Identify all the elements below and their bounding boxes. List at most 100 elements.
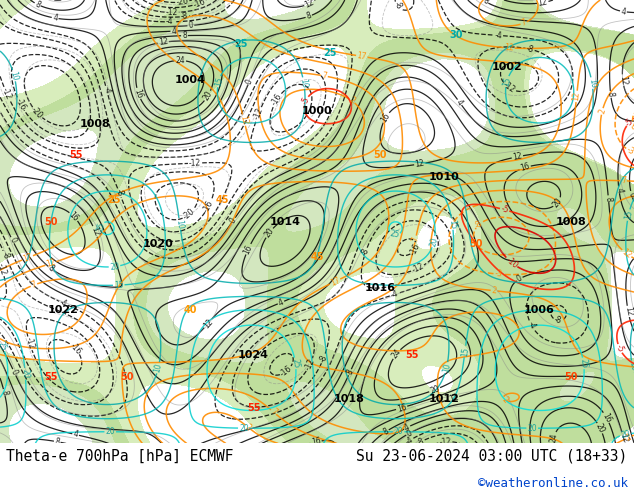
- Text: 40: 40: [183, 305, 197, 316]
- Text: 8: 8: [46, 264, 55, 273]
- Text: -4: -4: [58, 297, 69, 309]
- Text: 16: 16: [396, 402, 408, 414]
- Text: 16: 16: [242, 243, 254, 255]
- Text: -8: -8: [474, 219, 485, 230]
- Text: 20: 20: [620, 429, 631, 440]
- Text: 16: 16: [600, 411, 612, 424]
- Text: 50: 50: [120, 372, 134, 382]
- Text: -16: -16: [13, 96, 27, 111]
- Text: 7: 7: [321, 71, 328, 81]
- Text: -8: -8: [526, 44, 534, 54]
- Text: -12: -12: [0, 262, 8, 276]
- Text: 24: 24: [390, 347, 403, 361]
- Text: 1012: 1012: [429, 394, 459, 404]
- Text: -12: -12: [0, 86, 13, 101]
- Text: -20: -20: [176, 0, 189, 7]
- Text: 10: 10: [627, 361, 634, 372]
- Text: 8: 8: [182, 31, 187, 40]
- Text: 25: 25: [323, 48, 337, 58]
- Text: 20: 20: [263, 226, 276, 240]
- Text: 17: 17: [22, 252, 34, 264]
- Text: 1024: 1024: [238, 350, 269, 360]
- Text: -4: -4: [494, 31, 502, 40]
- Text: 4: 4: [620, 7, 626, 16]
- Text: 8: 8: [345, 368, 355, 376]
- Text: 10: 10: [8, 70, 20, 81]
- Text: 10: 10: [587, 77, 597, 89]
- Text: 7: 7: [520, 18, 527, 28]
- Text: 15: 15: [501, 76, 512, 87]
- Text: 8: 8: [604, 196, 613, 201]
- Text: 15: 15: [447, 219, 458, 229]
- Text: 12: 12: [158, 37, 169, 48]
- Text: 7: 7: [621, 176, 626, 185]
- Text: -16: -16: [202, 198, 216, 214]
- Text: -8: -8: [0, 250, 11, 260]
- Text: 4: 4: [277, 297, 285, 308]
- Text: 1004: 1004: [175, 75, 205, 85]
- Text: 8: 8: [481, 0, 490, 6]
- Text: 17: 17: [356, 51, 367, 62]
- Text: 30: 30: [450, 30, 463, 41]
- Text: -10: -10: [504, 255, 519, 270]
- Text: 7: 7: [269, 407, 278, 417]
- Text: 25: 25: [0, 340, 8, 352]
- Text: -16: -16: [68, 341, 82, 356]
- Text: 0: 0: [515, 274, 524, 284]
- Text: 4: 4: [403, 422, 411, 433]
- Text: 4: 4: [614, 187, 624, 193]
- Text: 55: 55: [405, 350, 419, 360]
- Text: 25: 25: [389, 229, 400, 240]
- Text: 12: 12: [538, 0, 548, 8]
- Text: 8: 8: [0, 389, 9, 396]
- Text: 12: 12: [618, 75, 628, 85]
- Text: 1018: 1018: [333, 394, 364, 404]
- Text: -12: -12: [410, 262, 425, 275]
- Text: -8: -8: [113, 188, 125, 198]
- Text: -8: -8: [628, 122, 634, 131]
- Text: 7: 7: [411, 236, 420, 242]
- Text: 16: 16: [380, 111, 392, 124]
- Text: 12: 12: [238, 115, 249, 126]
- Text: 15: 15: [113, 280, 124, 290]
- Text: -12: -12: [252, 106, 265, 121]
- Text: 20: 20: [551, 196, 564, 209]
- Text: -16: -16: [270, 92, 284, 107]
- Text: -4: -4: [389, 289, 399, 300]
- Text: 25: 25: [96, 221, 107, 233]
- Text: 10: 10: [153, 362, 164, 373]
- Text: -8: -8: [360, 247, 371, 257]
- Text: 17: 17: [329, 275, 341, 288]
- Text: -5: -5: [614, 343, 625, 354]
- Text: 2: 2: [500, 395, 510, 405]
- Text: 0: 0: [244, 77, 255, 86]
- Text: 0: 0: [9, 368, 20, 376]
- Text: 4: 4: [52, 13, 58, 23]
- Text: 20: 20: [109, 262, 120, 271]
- Text: 20: 20: [20, 368, 30, 379]
- Text: -8: -8: [553, 316, 562, 326]
- Text: -3: -3: [624, 146, 634, 157]
- Text: 25: 25: [579, 358, 589, 368]
- Text: 20: 20: [394, 427, 403, 436]
- Text: 15: 15: [623, 209, 634, 220]
- Text: 15: 15: [213, 76, 224, 87]
- Text: 0: 0: [626, 191, 634, 198]
- Text: 10: 10: [299, 77, 309, 89]
- Text: 20: 20: [429, 236, 439, 247]
- Text: 1020: 1020: [143, 239, 174, 249]
- Text: 1010: 1010: [429, 172, 459, 182]
- Text: -5: -5: [500, 204, 510, 215]
- Text: 2: 2: [491, 286, 497, 295]
- Text: -4: -4: [404, 435, 415, 446]
- Text: -12: -12: [501, 80, 516, 95]
- Text: 2: 2: [597, 108, 607, 115]
- Text: 1008: 1008: [555, 217, 586, 227]
- Text: 0: 0: [188, 21, 193, 30]
- Text: 50: 50: [469, 239, 482, 249]
- Text: -8: -8: [392, 0, 403, 12]
- Text: 20: 20: [527, 424, 537, 433]
- Text: -4: -4: [166, 17, 174, 26]
- Text: ©weatheronline.co.uk: ©weatheronline.co.uk: [477, 476, 628, 490]
- Text: 8: 8: [54, 437, 60, 446]
